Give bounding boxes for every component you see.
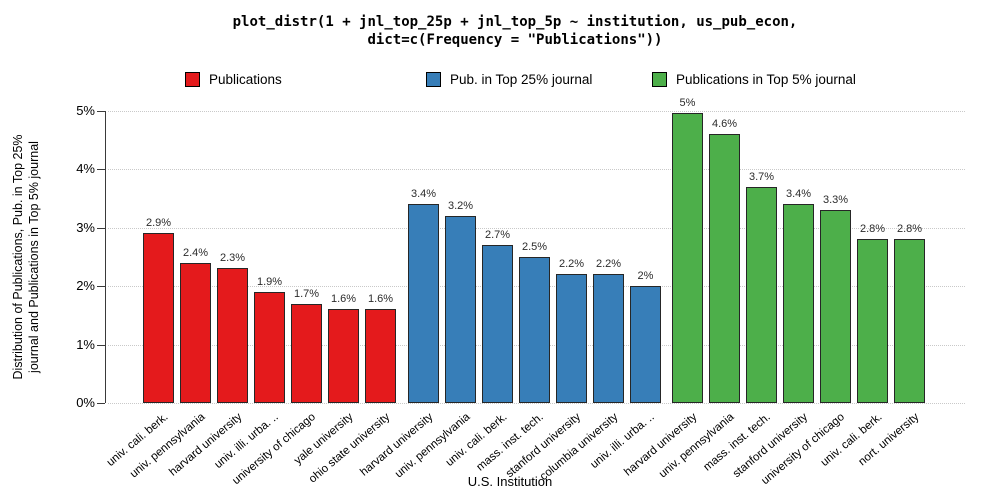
bar-Pub-in-Top-25-journal-mass-inst-tech- bbox=[519, 256, 550, 403]
bar-value-label: 4.6% bbox=[711, 117, 738, 130]
bar-Pub-in-Top-25-journal-stanford-university bbox=[556, 274, 587, 403]
bar-Publications-in-Top-5-journal-nort-university bbox=[894, 239, 925, 403]
y-tick-label-2%: 2% bbox=[76, 278, 95, 293]
legend-label-publications: Publications bbox=[209, 71, 282, 87]
y-axis-tick-1% bbox=[97, 344, 105, 346]
bar-value-label: 2.4% bbox=[182, 246, 209, 259]
y-axis-tick-0% bbox=[97, 403, 105, 404]
y-axis-tick-2% bbox=[97, 286, 105, 287]
chart-title-line1: plot_distr(1 + jnl_top_25p + jnl_top_5p … bbox=[232, 14, 798, 30]
y-tick-label-0%: 0% bbox=[76, 395, 95, 410]
legend-item-publications: Publications bbox=[185, 70, 282, 88]
bar-value-label: 2.2% bbox=[558, 258, 585, 271]
bar-Publications-in-Top-5-journal-univ-pennsylvania bbox=[709, 133, 740, 403]
bar-value-label: 3.4% bbox=[785, 188, 812, 201]
bar-Publications-in-Top-5-journal-harvard-university bbox=[672, 113, 703, 403]
bar-Publications-univ-cali-berk- bbox=[143, 233, 174, 403]
bar-Publications-univ-pennsylvania bbox=[180, 262, 211, 403]
bar-value-label: 3.2% bbox=[447, 199, 474, 212]
grid-line-3% bbox=[108, 227, 965, 229]
grid-line-4% bbox=[108, 169, 965, 170]
y-tick-label-1%: 1% bbox=[76, 336, 95, 352]
bar-value-label: 3.3% bbox=[822, 193, 849, 206]
bar-value-label: 2.3% bbox=[219, 252, 246, 265]
bar-Pub-in-Top-25-journal-harvard-university bbox=[408, 204, 439, 403]
bar-Publications-in-Top-5-journal-mass-inst-tech- bbox=[746, 186, 777, 403]
bar-value-label: 5% bbox=[679, 97, 696, 110]
bar-Pub-in-Top-25-journal-columbia-university bbox=[593, 274, 624, 403]
legend-swatch-top25 bbox=[426, 71, 441, 87]
legend-swatch-top5 bbox=[652, 71, 667, 87]
grid-line-5% bbox=[108, 110, 965, 112]
bar-Publications-ohio-state-university bbox=[365, 309, 396, 403]
grid-line-0% bbox=[108, 403, 965, 404]
y-tick-label-4%: 4% bbox=[76, 161, 95, 176]
bar-value-label: 2.7% bbox=[484, 229, 511, 242]
bar-Publications-in-Top-5-journal-stanford-university bbox=[783, 204, 814, 403]
y-axis-tick-3% bbox=[97, 227, 105, 229]
bar-value-label: 1.9% bbox=[256, 275, 283, 288]
bar-Publications-in-Top-5-journal-university-of-chicago bbox=[820, 209, 851, 403]
y-axis-tick-5% bbox=[97, 110, 105, 112]
y-tick-label-3%: 3% bbox=[76, 219, 95, 235]
bar-Publications-univ-illi-urba- bbox=[254, 291, 285, 403]
y-axis-title-line2: journal and Publications in Top 5% journ… bbox=[27, 141, 41, 373]
y-axis-title: Distribution of Publications, Pub. in To… bbox=[10, 77, 44, 437]
bar-value-label: 1.6% bbox=[367, 293, 394, 306]
chart-title-line2: dict=c(Frequency = "Publications")) bbox=[367, 32, 663, 48]
bar-value-label: 1.6% bbox=[330, 293, 357, 306]
bar-value-label: 2% bbox=[637, 270, 654, 282]
x-tick-label: univ. cali. berk. bbox=[104, 411, 171, 469]
legend-item-top25: Pub. in Top 25% journal bbox=[426, 70, 592, 88]
x-axis-title: U.S. Institution bbox=[467, 474, 553, 489]
y-axis-tick-4% bbox=[97, 169, 105, 170]
bar-value-label: 3.7% bbox=[748, 170, 775, 183]
bar-Pub-in-Top-25-journal-univ-cali-berk- bbox=[482, 245, 513, 403]
legend-item-top5: Publications in Top 5% journal bbox=[652, 70, 856, 88]
bar-Publications-in-Top-5-journal-univ-cali-berk- bbox=[857, 239, 888, 403]
x-tick-label: univ. illi. urba. .. bbox=[212, 411, 282, 472]
legend-swatch-publications bbox=[185, 71, 200, 87]
bar-Publications-university-of-chicago bbox=[291, 303, 322, 403]
bar-value-label: 2.9% bbox=[145, 217, 172, 230]
y-tick-label-5%: 5% bbox=[76, 102, 95, 118]
bar-value-label: 2.8% bbox=[859, 223, 886, 236]
bar-value-label: 2.8% bbox=[896, 223, 923, 236]
legend-label-top25: Pub. in Top 25% journal bbox=[450, 71, 593, 87]
bar-Publications-yale-university bbox=[328, 309, 359, 403]
bar-value-label: 2.2% bbox=[595, 258, 622, 271]
bar-value-label: 3.4% bbox=[410, 188, 437, 201]
bar-value-label: 2.5% bbox=[521, 240, 548, 253]
bar-Publications-harvard-university bbox=[217, 268, 248, 403]
bar-Pub-in-Top-25-journal-univ-pennsylvania bbox=[445, 215, 476, 403]
y-axis-title-line1: Distribution of Publications, Pub. in To… bbox=[11, 134, 25, 380]
legend-label-top5: Publications in Top 5% journal bbox=[676, 71, 856, 87]
bar-Pub-in-Top-25-journal-univ-illi-urba- bbox=[630, 286, 661, 403]
y-axis-line bbox=[105, 110, 106, 403]
bar-value-label: 1.7% bbox=[293, 287, 320, 300]
